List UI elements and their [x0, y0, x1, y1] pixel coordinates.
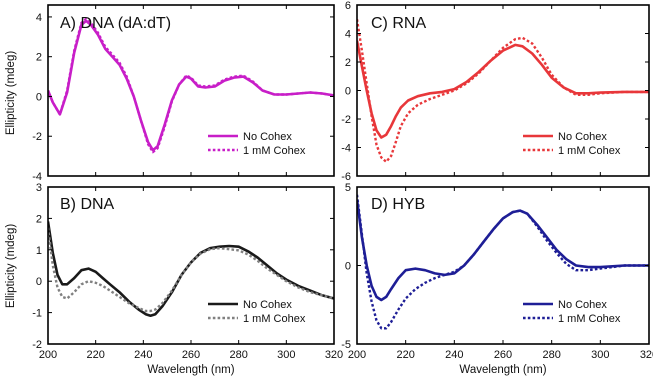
x-tick-label: 300 — [277, 349, 295, 361]
legend-label: No Cohex — [558, 299, 607, 311]
x-tick-label: 200 — [348, 349, 366, 361]
x-tick-label: 260 — [494, 349, 512, 361]
legend: No Cohex 1 mM Cohex — [523, 299, 621, 325]
y-tick-label: 2 — [345, 57, 351, 69]
panel-title: C) RNA — [371, 15, 426, 32]
y-tick-label: -2 — [341, 114, 351, 126]
x-tick-label: 280 — [229, 349, 247, 361]
legend-label: 1 mM Cohex — [243, 313, 306, 325]
y-tick-label: 0 — [345, 86, 351, 98]
x-tick-label: 220 — [396, 349, 414, 361]
x-tick-label: 260 — [182, 349, 200, 361]
y-tick-label: 2 — [36, 213, 42, 225]
y-tick-label: 1 — [36, 245, 42, 257]
y-tick-label: -4 — [32, 171, 42, 183]
series-line-no-cohex — [357, 199, 649, 302]
y-axis-label: Ellipticity (mdeg) — [5, 224, 17, 309]
y-tick-label: 3 — [36, 182, 42, 194]
legend-label: No Cohex — [243, 299, 292, 311]
legend-label: 1 mM Cohex — [243, 145, 306, 157]
series-line-no-cohex — [48, 221, 334, 317]
panel-0: -4 -2 0 2 4 A) DNA (dA:dT) Ellipticity (mdeg) N… — [5, 4, 335, 183]
y-tick-label: -6 — [341, 171, 351, 183]
y-tick-label: 4 — [36, 12, 42, 24]
panel-title: A) DNA (dA:dT) — [60, 15, 171, 32]
y-tick-label: -1 — [32, 308, 42, 320]
series-line-cohex — [48, 17, 334, 154]
y-axis-label: Ellipticity (mdeg) — [5, 51, 17, 136]
y-tick-label: 0 — [36, 91, 42, 103]
panel-1: -6 -4 -2 0 2 4 6 C) RNA No Cohex 1 mM Cohex — [341, 0, 650, 183]
x-tick-label: 320 — [640, 349, 653, 361]
panel-3: 200 220 240 260 280 300 320 -5 0 5 D) HYB Wavelengt… — [341, 182, 653, 376]
panel-2: 200 220 240 260 280 300 320 -2 -1 0 1 2 3 B) DNA Ellip… — [5, 182, 343, 376]
legend: No Cohex 1 mM Cohex — [208, 131, 306, 157]
y-tick-label: 6 — [345, 0, 351, 12]
x-tick-label: 300 — [591, 349, 609, 361]
y-tick-label: 4 — [345, 29, 351, 41]
y-tick-label: -2 — [32, 131, 42, 143]
legend-label: 1 mM Cohex — [558, 313, 621, 325]
y-tick-label: -4 — [341, 143, 351, 155]
x-axis-label: Wavelength (nm) — [459, 364, 546, 376]
panel-title: B) DNA — [60, 196, 115, 213]
legend-label: No Cohex — [243, 131, 292, 143]
x-tick-label: 240 — [134, 349, 152, 361]
x-tick-label: 280 — [542, 349, 560, 361]
x-tick-label: 220 — [86, 349, 104, 361]
y-tick-label: 5 — [345, 182, 351, 194]
y-tick-label: 0 — [36, 276, 42, 288]
y-tick-label: 2 — [36, 52, 42, 64]
legend: No Cohex 1 mM Cohex — [208, 299, 306, 325]
series-line-cohex — [48, 227, 334, 313]
legend-label: No Cohex — [558, 131, 607, 143]
y-tick-label: -2 — [32, 339, 42, 351]
x-tick-label: 320 — [325, 349, 343, 361]
x-axis-label: Wavelength (nm) — [147, 364, 234, 376]
legend: No Cohex 1 mM Cohex — [523, 131, 621, 157]
panel-title: D) HYB — [371, 196, 425, 213]
y-tick-label: 0 — [345, 261, 351, 273]
x-tick-label: 200 — [39, 349, 57, 361]
y-tick-label: -5 — [341, 339, 351, 351]
series-line-cohex — [357, 194, 649, 330]
x-tick-label: 240 — [445, 349, 463, 361]
legend-label: 1 mM Cohex — [558, 145, 621, 157]
series-line-cohex — [357, 19, 649, 163]
